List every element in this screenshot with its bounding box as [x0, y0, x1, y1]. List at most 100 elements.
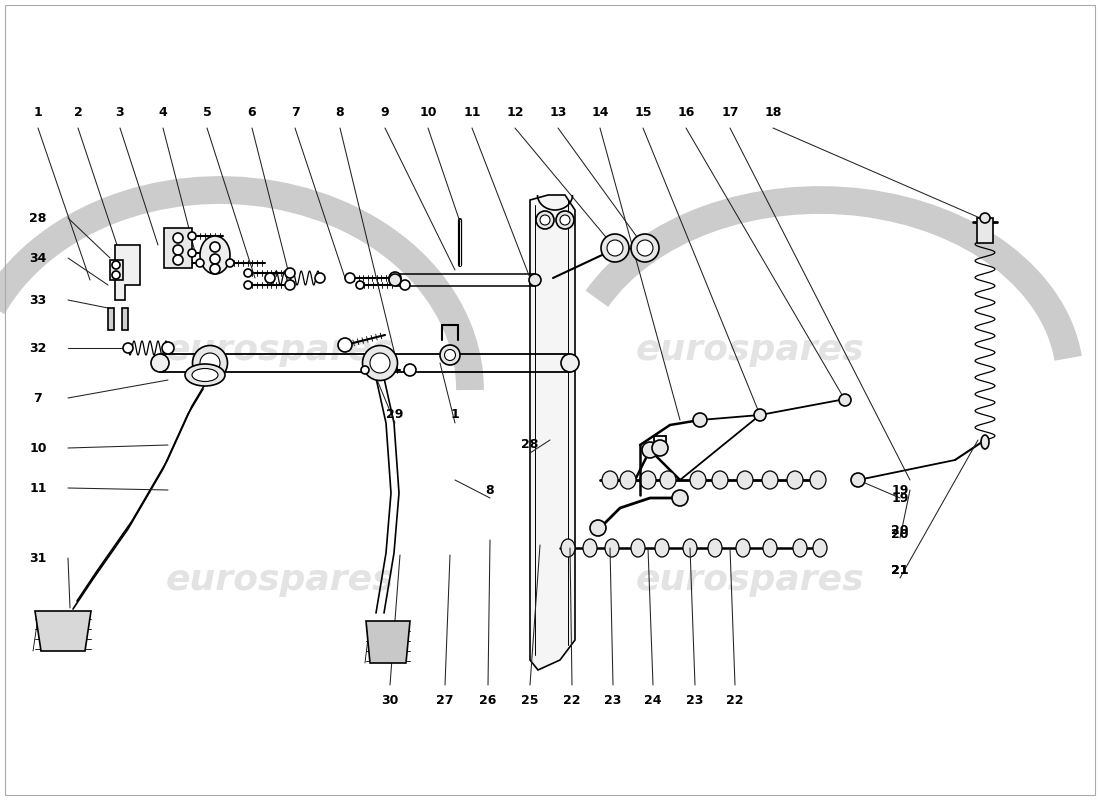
Circle shape: [285, 268, 295, 278]
Ellipse shape: [583, 539, 597, 557]
Circle shape: [693, 413, 707, 427]
Ellipse shape: [786, 471, 803, 489]
Polygon shape: [110, 260, 123, 280]
Text: 27: 27: [437, 694, 453, 706]
Ellipse shape: [737, 471, 754, 489]
Text: 12: 12: [506, 106, 524, 118]
Text: 6: 6: [248, 106, 256, 118]
Ellipse shape: [389, 274, 402, 286]
Text: 18: 18: [764, 106, 782, 118]
Ellipse shape: [640, 471, 656, 489]
Circle shape: [404, 364, 416, 376]
Circle shape: [338, 338, 352, 352]
Circle shape: [112, 261, 120, 269]
Text: 23: 23: [686, 694, 704, 706]
Circle shape: [642, 442, 658, 458]
Text: 21: 21: [891, 563, 909, 577]
Text: 15: 15: [635, 106, 651, 118]
Ellipse shape: [151, 354, 169, 372]
Circle shape: [652, 440, 668, 456]
Text: 24: 24: [645, 694, 662, 706]
Text: 22: 22: [563, 694, 581, 706]
Circle shape: [672, 490, 688, 506]
Ellipse shape: [631, 539, 645, 557]
Circle shape: [173, 245, 183, 255]
Circle shape: [210, 264, 220, 274]
Text: 25: 25: [521, 694, 539, 706]
Circle shape: [188, 249, 196, 257]
Text: 21: 21: [891, 563, 909, 577]
Circle shape: [265, 273, 275, 283]
Text: 9: 9: [381, 106, 389, 118]
Text: 7: 7: [34, 391, 43, 405]
Ellipse shape: [690, 471, 706, 489]
Text: 10: 10: [30, 442, 46, 454]
Ellipse shape: [529, 274, 541, 286]
Circle shape: [173, 233, 183, 243]
Ellipse shape: [200, 353, 220, 373]
Text: 30: 30: [382, 694, 398, 706]
Polygon shape: [116, 245, 140, 300]
Ellipse shape: [736, 539, 750, 557]
Circle shape: [560, 215, 570, 225]
Text: 4: 4: [158, 106, 167, 118]
Text: 22: 22: [726, 694, 744, 706]
Text: 1: 1: [451, 409, 460, 422]
Ellipse shape: [620, 471, 636, 489]
Text: 31: 31: [30, 551, 46, 565]
Ellipse shape: [810, 471, 826, 489]
Text: 3: 3: [116, 106, 124, 118]
Circle shape: [361, 366, 368, 374]
Polygon shape: [366, 621, 410, 663]
Ellipse shape: [185, 364, 226, 386]
Text: eurospares: eurospares: [636, 563, 865, 597]
Text: 5: 5: [202, 106, 211, 118]
Text: 20: 20: [891, 529, 909, 542]
Text: 16: 16: [678, 106, 695, 118]
Circle shape: [345, 273, 355, 283]
Text: 7: 7: [290, 106, 299, 118]
Circle shape: [980, 213, 990, 223]
Text: eurospares: eurospares: [636, 333, 865, 367]
Ellipse shape: [708, 539, 722, 557]
Circle shape: [244, 281, 252, 289]
Ellipse shape: [981, 435, 989, 449]
Text: 1: 1: [34, 106, 43, 118]
Text: 34: 34: [30, 251, 46, 265]
Circle shape: [839, 394, 851, 406]
Bar: [108, 308, 114, 330]
Circle shape: [356, 281, 364, 289]
Ellipse shape: [602, 471, 618, 489]
Circle shape: [601, 234, 629, 262]
Text: 17: 17: [722, 106, 739, 118]
Circle shape: [389, 272, 402, 284]
Text: 2: 2: [74, 106, 82, 118]
Text: eurospares: eurospares: [166, 563, 394, 597]
Text: eurospares: eurospares: [166, 333, 394, 367]
Circle shape: [590, 520, 606, 536]
Ellipse shape: [654, 539, 669, 557]
Ellipse shape: [712, 471, 728, 489]
Text: 14: 14: [592, 106, 608, 118]
Circle shape: [631, 234, 659, 262]
Ellipse shape: [444, 350, 455, 361]
Bar: [977, 218, 993, 243]
Polygon shape: [35, 611, 91, 651]
Ellipse shape: [200, 236, 230, 274]
Text: 11: 11: [30, 482, 46, 494]
Ellipse shape: [683, 539, 697, 557]
Ellipse shape: [793, 539, 807, 557]
Text: 8: 8: [336, 106, 344, 118]
Ellipse shape: [363, 346, 397, 381]
Circle shape: [162, 342, 174, 354]
Bar: [164, 228, 192, 268]
Circle shape: [196, 259, 204, 267]
Text: 32: 32: [30, 342, 46, 354]
Circle shape: [112, 271, 120, 279]
Text: 23: 23: [604, 694, 622, 706]
Circle shape: [173, 255, 183, 265]
Text: 28: 28: [521, 438, 539, 451]
Ellipse shape: [192, 369, 218, 382]
Text: 13: 13: [549, 106, 566, 118]
Circle shape: [556, 211, 574, 229]
